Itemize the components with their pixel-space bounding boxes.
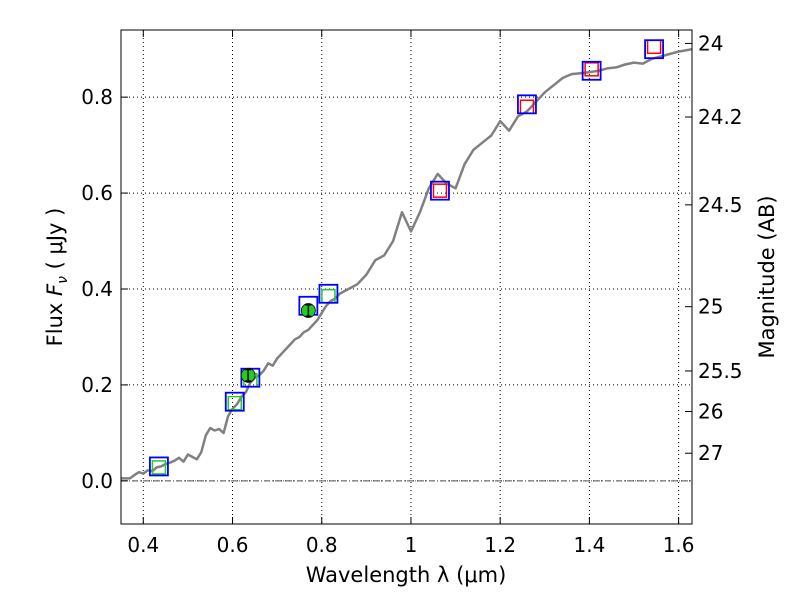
x-axis-label: Wavelength λ (μm) [306, 563, 507, 587]
observed-point-box [227, 395, 243, 411]
y-axis-label: Flux Fν ( μJy ) [43, 208, 71, 347]
x-tick-label: 0.6 [217, 533, 249, 557]
model-point-box [430, 180, 450, 201]
y-axis-label-subscript: ν [55, 276, 71, 284]
secondary-y-axis-label: Magnitude (AB) [755, 195, 779, 358]
plot-area [121, 39, 693, 480]
x-tick-label: 1.6 [663, 533, 695, 557]
axes: 0.4 0.6 0.8 1 1.2 1.4 1.6 0.0 0.2 0.4 0.6 0.8 24 24.2… [81, 30, 743, 557]
x-tick-label: 0.8 [306, 533, 338, 557]
mag-tick-label: 24.5 [698, 193, 743, 217]
spectrum-line [121, 47, 693, 480]
y-tick-label: 0.2 [81, 373, 113, 397]
x-tick-label: 1.4 [573, 533, 605, 557]
model-point-box [581, 60, 602, 81]
mag-tick-label: 27 [698, 441, 723, 465]
x-tick-label: 1 [405, 533, 418, 557]
model-point-box [149, 456, 169, 477]
y-axis-label-prefix: Flux [43, 296, 67, 346]
plot-frame [120, 29, 693, 525]
mag-tick-label: 24.2 [698, 105, 743, 129]
model-point-box [318, 283, 339, 304]
y-tick-label: 0.8 [81, 85, 113, 109]
x-tick-label: 1.2 [484, 533, 516, 557]
y-tick-label: 0.4 [81, 277, 113, 301]
mag-tick-label: 24 [698, 31, 723, 55]
model-point-box [224, 391, 245, 412]
mag-tick-label: 26 [698, 400, 723, 424]
model-point-box [644, 39, 664, 60]
grid-lines [121, 30, 692, 524]
y-axis-label-suffix: ( μJy ) [43, 208, 67, 276]
x-tick-label: 0.4 [127, 533, 159, 557]
y-axis-label-symbol: F [43, 283, 67, 296]
y-tick-label: 0.0 [81, 469, 113, 493]
observed-point-box [151, 460, 167, 475]
mag-tick-label: 25.5 [698, 359, 743, 383]
observed-point-box [584, 62, 599, 77]
mag-tick-label: 25 [698, 295, 723, 319]
observed-point-box [432, 183, 448, 198]
observed-point-box [646, 39, 662, 55]
model-point-box [517, 94, 537, 115]
y-tick-label: 0.6 [81, 181, 113, 205]
